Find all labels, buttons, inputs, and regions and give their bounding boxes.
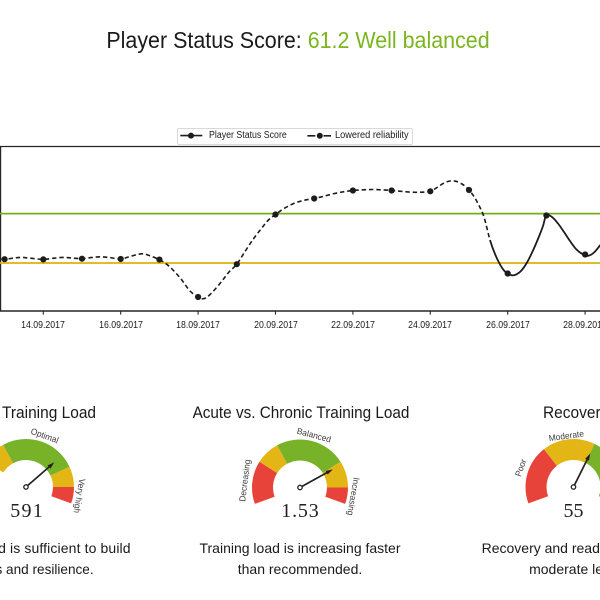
svg-text:Poor: Poor	[513, 458, 529, 478]
svg-text:Very high: Very high	[72, 478, 88, 514]
svg-text:Decreasing: Decreasing	[237, 459, 252, 502]
svg-text:Moderate: Moderate	[548, 428, 585, 443]
